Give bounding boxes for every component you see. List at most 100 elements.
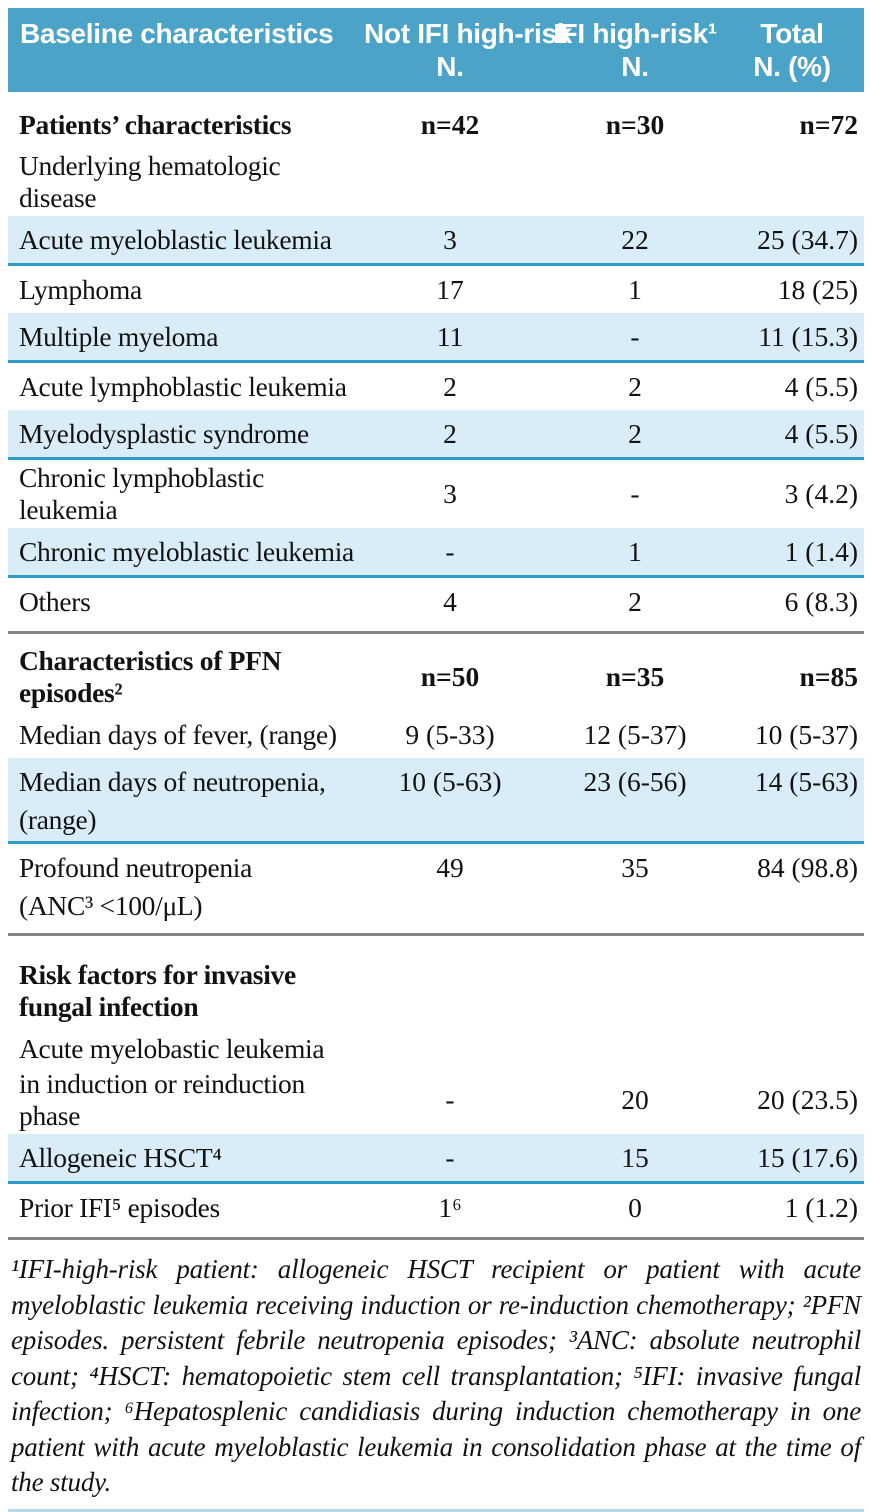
row-value-total: 25 (34.7): [757, 223, 858, 255]
row-value-ifi: n=35: [605, 661, 665, 692]
table-row: Myelodysplastic syndrome 2 2 4 (5.5): [8, 410, 864, 460]
row-value-ifi: [536, 818, 734, 822]
table-row: Prior IFI⁵ episodes 1⁶ 0 1 (1.2): [8, 1184, 864, 1231]
row-label: Acute myeloblastic leukemia: [19, 223, 332, 255]
row-value-total: 3 (4.2): [784, 478, 858, 509]
table-row: Chronic myeloblastic leukemia - 1 1 (1.4): [8, 528, 864, 578]
row-value-ifi: 22: [621, 223, 649, 255]
row-value-not-ifi: [364, 904, 536, 908]
table-row: Risk factors for invasive fungal infecti…: [8, 945, 864, 1025]
row-value-ifi: 23 (6-56): [583, 765, 687, 797]
table-row: in induction or reinduction phase - 20 20 (…: [8, 1066, 864, 1134]
row-value-not-ifi: 10 (5-63): [398, 765, 502, 797]
row-value-not-ifi: n=50: [420, 661, 480, 692]
row-value-not-ifi: [364, 989, 536, 993]
row-label: Chronic myeloblastic leukemia: [19, 535, 354, 567]
row-value-not-ifi: 2: [443, 370, 457, 402]
header-line: N.: [436, 51, 464, 82]
row-value-not-ifi: 9 (5-33): [405, 718, 495, 750]
row-value-ifi: 2: [628, 417, 642, 449]
row-value-not-ifi: 49: [436, 851, 464, 883]
row-value-not-ifi: 11: [436, 320, 464, 352]
row-label: (ANC³ <100/μL): [19, 890, 203, 921]
row-value-not-ifi: n=42: [420, 108, 480, 140]
row-label: Multiple myeloma: [19, 320, 219, 352]
row-value-ifi: 2: [628, 370, 642, 402]
row-value-total: 4 (5.5): [784, 370, 858, 402]
row-value-total: [734, 1047, 864, 1051]
row-value-total: 84 (98.8): [757, 851, 858, 883]
table-row: (ANC³ <100/μL): [8, 885, 864, 927]
row-value-ifi: 20: [621, 1084, 649, 1115]
row-label: in induction or reinduction phase: [19, 1068, 305, 1131]
table-row: Patients’ characteristics n=42 n=30 n=72: [8, 101, 864, 148]
row-value-total: 14 (5-63): [754, 765, 858, 797]
row-value-total: 20 (23.5): [757, 1084, 858, 1115]
table-row: Others 4 2 6 (8.3): [8, 578, 864, 625]
row-value-not-ifi: 17: [436, 273, 464, 305]
table-row: Acute myeloblastic leukemia 3 22 25 (34.7): [8, 216, 864, 266]
table-row: Allogeneic HSCT⁴ - 15 15 (17.6): [8, 1134, 864, 1184]
row-value-total: [734, 904, 864, 908]
row-value-not-ifi: [364, 1047, 536, 1051]
row-value-not-ifi: 4: [443, 585, 457, 617]
section-divider: [8, 933, 864, 936]
row-value-not-ifi: [364, 180, 536, 184]
row-label: Others: [19, 585, 91, 617]
table-row: Characteristics of PFN episodes² n=50 n=35…: [8, 643, 864, 711]
table-body: Patients’ characteristics n=42 n=30 n=72 Und…: [8, 92, 864, 1240]
table-row: Acute lymphoblastic leukemia 2 2 4 (5.5): [8, 363, 864, 410]
row-value-total: 6 (8.3): [784, 585, 858, 617]
row-value-ifi: n=30: [605, 108, 665, 140]
row-value-not-ifi: 3: [443, 478, 457, 509]
row-label: Lymphoma: [19, 273, 142, 305]
row-value-not-ifi: -: [445, 1141, 455, 1173]
row-label: Median days of neutropenia,: [19, 765, 326, 797]
row-value-ifi: 2: [628, 585, 642, 617]
header-line: N. (%): [753, 51, 831, 82]
header-total: Total N. (%): [734, 8, 864, 92]
row-value-not-ifi: 1⁶: [438, 1191, 462, 1223]
table-row: Chronic lymphoblastic leukemia 3 - 3 (4.2): [8, 460, 864, 528]
row-value-total: 15 (17.6): [757, 1141, 858, 1173]
row-label: Patients’ characteristics: [19, 108, 292, 140]
row-label: Characteristics of PFN episodes²: [19, 645, 282, 708]
row-value-ifi: 1: [628, 535, 642, 567]
row-value-ifi: [536, 904, 734, 908]
row-value-not-ifi: -: [445, 1084, 455, 1115]
row-label: Prior IFI⁵ episodes: [19, 1191, 220, 1223]
header-line: Not IFI high-risk: [364, 18, 573, 49]
row-value-ifi: [536, 180, 734, 184]
row-value-ifi: -: [630, 320, 640, 352]
row-value-ifi: 0: [628, 1191, 642, 1223]
row-label: Acute lymphoblastic leukemia: [19, 370, 347, 402]
table-row: (range): [8, 799, 864, 844]
table-row: Median days of neutropenia, 10 (5-63) 23 (…: [8, 758, 864, 805]
row-value-not-ifi: 2: [443, 417, 457, 449]
header-line: N.: [621, 51, 649, 82]
section-divider: [8, 1237, 864, 1240]
row-value-total: 1 (1.2): [784, 1191, 858, 1223]
row-value-not-ifi: [364, 818, 536, 822]
row-value-ifi: [536, 1047, 734, 1051]
row-value-total: [734, 180, 864, 184]
row-value-ifi: -: [630, 478, 640, 509]
table-row: Median days of fever, (range) 9 (5-33) 12 …: [8, 711, 864, 758]
header-line: Total: [760, 18, 824, 49]
row-label: Acute myelobastic leukemia: [19, 1032, 325, 1064]
header-ifi-high-risk: IFI high-risk¹ N.: [536, 8, 734, 92]
header-not-ifi-high-risk: Not IFI high-risk N.: [364, 8, 573, 92]
row-value-total: 18 (25): [777, 273, 858, 305]
row-value-ifi: 15: [621, 1141, 649, 1173]
header-line: Baseline characteristics: [20, 18, 334, 49]
row-value-ifi: 1: [628, 273, 642, 305]
row-value-ifi: 35: [621, 851, 649, 883]
row-value-total: [734, 818, 864, 822]
row-value-total: n=72: [799, 108, 858, 140]
row-label: Allogeneic HSCT⁴: [19, 1141, 222, 1173]
table-row: Profound neutropenia 49 35 84 (98.8): [8, 844, 864, 891]
row-label: Underlying hematologic disease: [19, 150, 281, 213]
row-value-total: 4 (5.5): [784, 417, 858, 449]
row-label: Myelodysplastic syndrome: [19, 417, 309, 449]
